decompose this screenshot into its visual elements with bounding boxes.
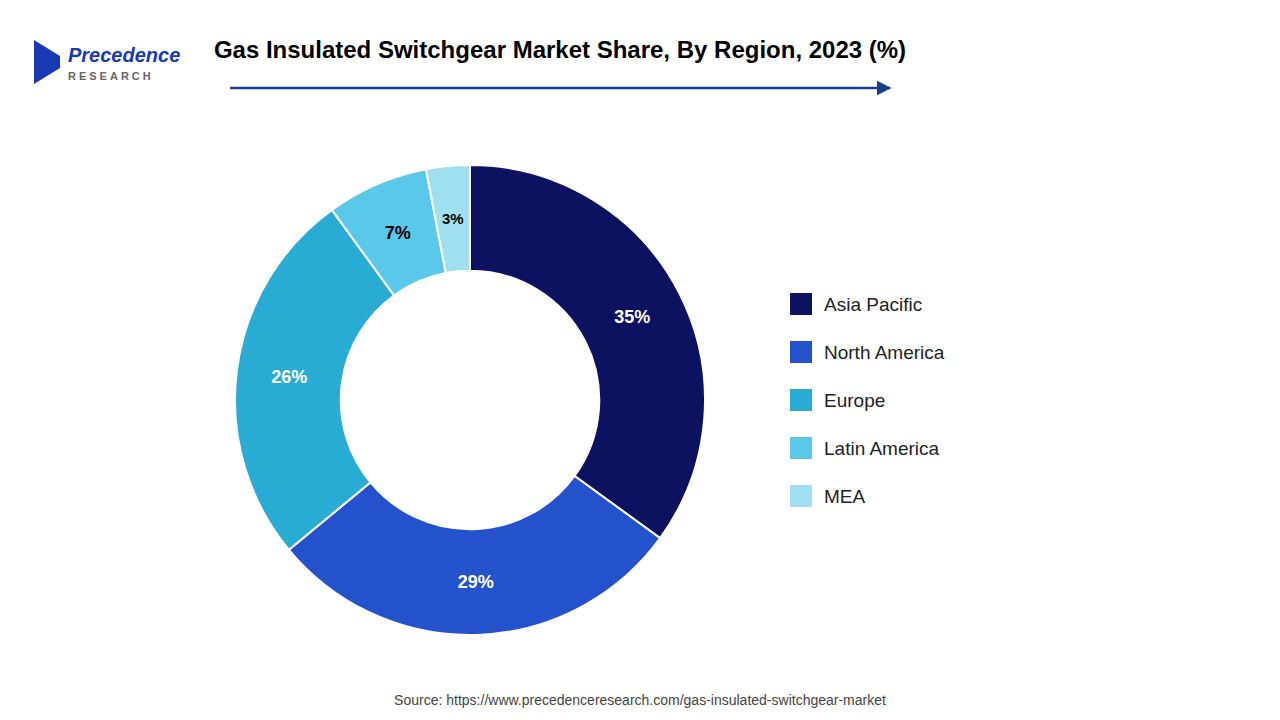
legend-item: Latin America bbox=[790, 437, 940, 459]
legend-swatch bbox=[790, 485, 812, 507]
logo-subtext: RESEARCH bbox=[68, 70, 154, 82]
legend-label: Latin America bbox=[824, 438, 940, 459]
legend: Asia Pacific North America Europe Latin Ame… bbox=[790, 293, 945, 507]
title-rule bbox=[230, 87, 890, 90]
legend-item: Asia Pacific bbox=[790, 293, 922, 315]
legend-label: Asia Pacific bbox=[824, 294, 922, 315]
slice bbox=[426, 165, 470, 273]
legend-item: MEA bbox=[790, 485, 866, 507]
legend-label: Europe bbox=[824, 390, 885, 411]
data-label: 7% bbox=[385, 223, 411, 243]
donut bbox=[235, 165, 705, 635]
data-label: 3% bbox=[442, 210, 464, 227]
legend-label: MEA bbox=[824, 486, 866, 507]
logo: Precedence RESEARCH bbox=[34, 40, 180, 84]
legend-swatch bbox=[790, 437, 812, 459]
data-label: 26% bbox=[271, 367, 307, 387]
legend-swatch bbox=[790, 293, 812, 315]
source-note: Source: https://www.precedenceresearch.c… bbox=[394, 692, 886, 708]
data-label: 29% bbox=[458, 572, 494, 592]
data-labels: 35% 29% 26% 7% 3% bbox=[271, 210, 650, 592]
chart-root: Precedence RESEARCH Gas Insulated Switchge… bbox=[0, 0, 1280, 720]
data-label: 35% bbox=[614, 307, 650, 327]
legend-swatch bbox=[790, 389, 812, 411]
legend-swatch bbox=[790, 341, 812, 363]
logo-icon bbox=[34, 40, 60, 84]
slice bbox=[470, 165, 705, 538]
legend-item: Europe bbox=[790, 389, 885, 411]
title: Gas Insulated Switchgear Market Share, B… bbox=[214, 36, 906, 63]
logo-text: Precedence bbox=[68, 44, 180, 66]
legend-label: North America bbox=[824, 342, 945, 363]
legend-item: North America bbox=[790, 341, 945, 363]
